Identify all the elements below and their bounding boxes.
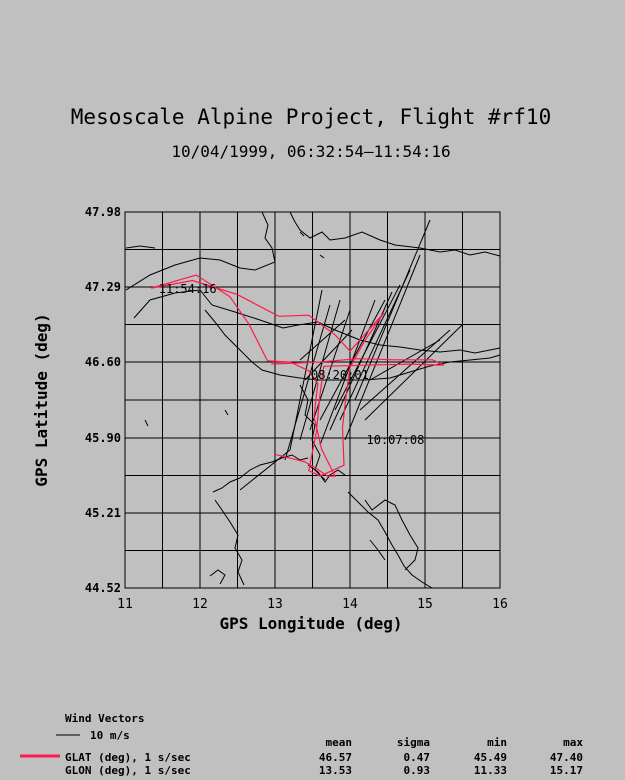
stats-mean-value: 13.53	[319, 764, 352, 777]
stats-row-label: GLON (deg), 1 s/sec	[65, 764, 191, 777]
y-axis-label: GPS Latitude (deg)	[32, 313, 51, 486]
stats-header-min: min	[487, 736, 507, 749]
x-tick-label: 14	[342, 597, 358, 612]
x-tick-label: 16	[492, 597, 508, 612]
stats-max-value: 15.17	[550, 764, 583, 777]
x-tick-labels: 11 12 13 14 15 16	[117, 597, 508, 612]
x-tick-label: 12	[192, 597, 208, 612]
stats-sigma-value: 0.93	[404, 764, 431, 777]
flight-track-line	[151, 274, 445, 477]
coastline-map	[125, 211, 501, 589]
wind-legend-scale: 10 m/s	[90, 729, 130, 742]
y-tick-label: 45.90	[85, 431, 121, 445]
chart-subtitle: 10/04/1999, 06:32:54–11:54:16	[171, 142, 450, 161]
y-tick-label: 45.21	[85, 506, 121, 520]
annotation-label: 11:54:16	[159, 282, 217, 296]
y-tick-label: 47.98	[85, 205, 121, 219]
stats-row-label: GLAT (deg), 1 s/sec	[65, 751, 191, 764]
annotation-label: 08:20:01	[311, 368, 369, 382]
y-tick-labels: 44.52 45.21 45.90 46.60 47.29 47.98	[85, 205, 121, 595]
x-axis-label: GPS Longitude (deg)	[219, 614, 402, 633]
stats-min-value: 11.33	[474, 764, 507, 777]
stats-header-max: max	[563, 736, 583, 749]
stats-header-mean: mean	[326, 736, 353, 749]
x-tick-label: 13	[267, 597, 283, 612]
chart-title: Mesoscale Alpine Project, Flight #rf10	[71, 105, 551, 129]
stats-min-value: 45.49	[474, 751, 507, 764]
y-tick-label: 44.52	[85, 581, 121, 595]
stats-max-value: 47.40	[550, 751, 583, 764]
y-tick-label: 47.29	[85, 280, 121, 294]
stats-header-sigma: sigma	[397, 736, 430, 749]
wind-legend-title: Wind Vectors	[65, 712, 144, 725]
y-tick-label: 46.60	[85, 355, 121, 369]
x-tick-label: 15	[417, 597, 433, 612]
stats-sigma-value: 0.47	[404, 751, 431, 764]
wind-vectors	[239, 219, 463, 491]
x-tick-label: 11	[117, 597, 133, 612]
annotation-label: 10:07:08	[367, 433, 425, 447]
grid-lines	[125, 212, 500, 588]
stats-mean-value: 46.57	[319, 751, 352, 764]
